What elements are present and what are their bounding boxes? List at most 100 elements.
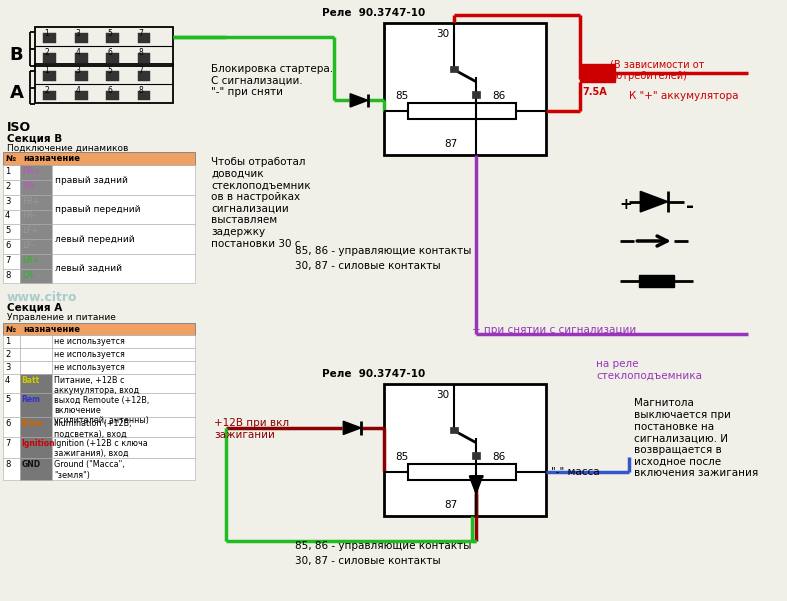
Bar <box>3 165 20 180</box>
Text: правый передний: правый передний <box>55 205 141 214</box>
Text: ISO: ISO <box>7 121 31 134</box>
Bar <box>20 239 52 254</box>
Bar <box>20 180 52 195</box>
Text: 30, 87 - силовые контакты: 30, 87 - силовые контакты <box>295 556 441 566</box>
Bar <box>52 459 194 480</box>
Text: Блокировка стартера.
С сигнализации.
"-" при сняти: Блокировка стартера. С сигнализации. "-"… <box>212 64 334 97</box>
Text: Чтобы отработал
доводчик
стеклоподъемник
ов в настройках
сигнализации
выставляем: Чтобы отработал доводчик стеклоподъемник… <box>212 157 311 249</box>
Bar <box>75 71 87 81</box>
Bar <box>3 224 20 239</box>
Bar <box>75 34 87 43</box>
Text: 6: 6 <box>5 241 10 250</box>
Bar <box>20 224 52 239</box>
Text: Магнитола
выключается при
постановке на
сигнализацию. И
возвращается в
исходное : Магнитола выключается при постановке на … <box>634 398 759 478</box>
Text: 1: 1 <box>44 66 49 75</box>
Text: 6: 6 <box>5 419 10 428</box>
Bar <box>450 66 458 72</box>
Text: №: № <box>6 154 16 163</box>
Text: 1: 1 <box>5 337 10 346</box>
Polygon shape <box>469 476 482 494</box>
Bar <box>20 210 52 224</box>
Polygon shape <box>343 421 361 435</box>
Text: 5: 5 <box>5 226 10 235</box>
Bar <box>20 394 52 417</box>
Bar <box>3 335 20 348</box>
Text: Rem: Rem <box>21 395 41 404</box>
Bar <box>52 437 194 459</box>
Bar <box>20 348 52 361</box>
Text: 85, 86 - управляющие контакты: 85, 86 - управляющие контакты <box>295 246 471 256</box>
Bar <box>450 427 458 433</box>
Bar <box>52 417 194 437</box>
Bar <box>580 64 615 82</box>
Text: A: A <box>9 84 24 102</box>
Text: 2: 2 <box>44 85 49 94</box>
Text: не используется: не используется <box>54 337 125 346</box>
Text: на реле
стеклоподъемника: на реле стеклоподъемника <box>596 359 702 380</box>
Bar <box>43 91 56 100</box>
Bar <box>3 153 194 165</box>
Text: +12B при вкл
зажигании: +12B при вкл зажигании <box>214 418 290 440</box>
Text: 85: 85 <box>395 453 408 462</box>
Text: 8: 8 <box>139 85 143 94</box>
Text: +: + <box>619 197 633 212</box>
Bar <box>3 269 20 283</box>
Bar <box>20 437 52 459</box>
Text: 7: 7 <box>5 256 10 265</box>
Text: 7: 7 <box>139 66 143 75</box>
Bar <box>3 374 20 394</box>
Text: 86: 86 <box>492 91 505 102</box>
Bar <box>383 383 546 516</box>
Text: 30, 87 - силовые контакты: 30, 87 - силовые контакты <box>295 261 441 270</box>
Text: Секция A: Секция A <box>7 303 62 313</box>
Bar <box>20 459 52 480</box>
Bar <box>3 180 20 195</box>
Text: не используется: не используется <box>54 350 125 359</box>
Text: 4: 4 <box>76 48 80 57</box>
Bar <box>75 91 87 100</box>
Bar <box>3 323 194 335</box>
Bar <box>106 71 119 81</box>
Text: 2: 2 <box>5 182 10 191</box>
Text: назначение: назначение <box>24 325 80 334</box>
Text: FR-: FR- <box>21 212 35 221</box>
Bar <box>3 417 20 437</box>
Bar <box>35 64 173 103</box>
Text: 2: 2 <box>44 48 49 57</box>
Text: левый передний: левый передний <box>55 234 135 243</box>
Text: 1: 1 <box>44 28 49 37</box>
Text: 4: 4 <box>5 212 10 221</box>
Bar <box>20 254 52 269</box>
Bar <box>3 239 20 254</box>
Text: Ignition (+12B с ключа
зажигания), вход: Ignition (+12B с ключа зажигания), вход <box>54 439 148 458</box>
Bar <box>472 91 480 99</box>
Bar <box>106 91 119 100</box>
Text: 86: 86 <box>492 453 505 462</box>
Text: 5: 5 <box>5 395 10 404</box>
Text: www.citro: www.citro <box>7 291 77 304</box>
Bar <box>138 53 150 63</box>
Text: 85, 86 - управляющие контакты: 85, 86 - управляющие контакты <box>295 541 471 551</box>
Text: LF+: LF+ <box>21 226 38 235</box>
Bar <box>43 71 56 81</box>
Text: Реле  90.3747-10: Реле 90.3747-10 <box>322 368 426 379</box>
Bar <box>408 103 516 119</box>
Text: + при снятии с сигнализации: + при снятии с сигнализации <box>472 325 637 335</box>
Bar <box>20 361 52 374</box>
Text: B: B <box>9 46 24 64</box>
Bar <box>472 453 480 459</box>
Text: 6: 6 <box>107 85 112 94</box>
Text: 30: 30 <box>436 28 449 38</box>
Bar <box>3 195 20 210</box>
Text: 5: 5 <box>107 66 112 75</box>
Text: Illum: Illum <box>21 419 43 428</box>
Text: левый задний: левый задний <box>55 264 122 273</box>
Text: Управление и питание: Управление и питание <box>7 313 116 322</box>
Polygon shape <box>350 94 368 107</box>
Bar <box>52 394 194 417</box>
Text: Питание, +12B с
аккумулятора, вход: Питание, +12B с аккумулятора, вход <box>54 376 139 395</box>
Text: 3: 3 <box>5 363 10 372</box>
Text: Ignition: Ignition <box>21 439 55 448</box>
Text: 3: 3 <box>5 197 10 206</box>
Text: 30: 30 <box>436 389 449 400</box>
